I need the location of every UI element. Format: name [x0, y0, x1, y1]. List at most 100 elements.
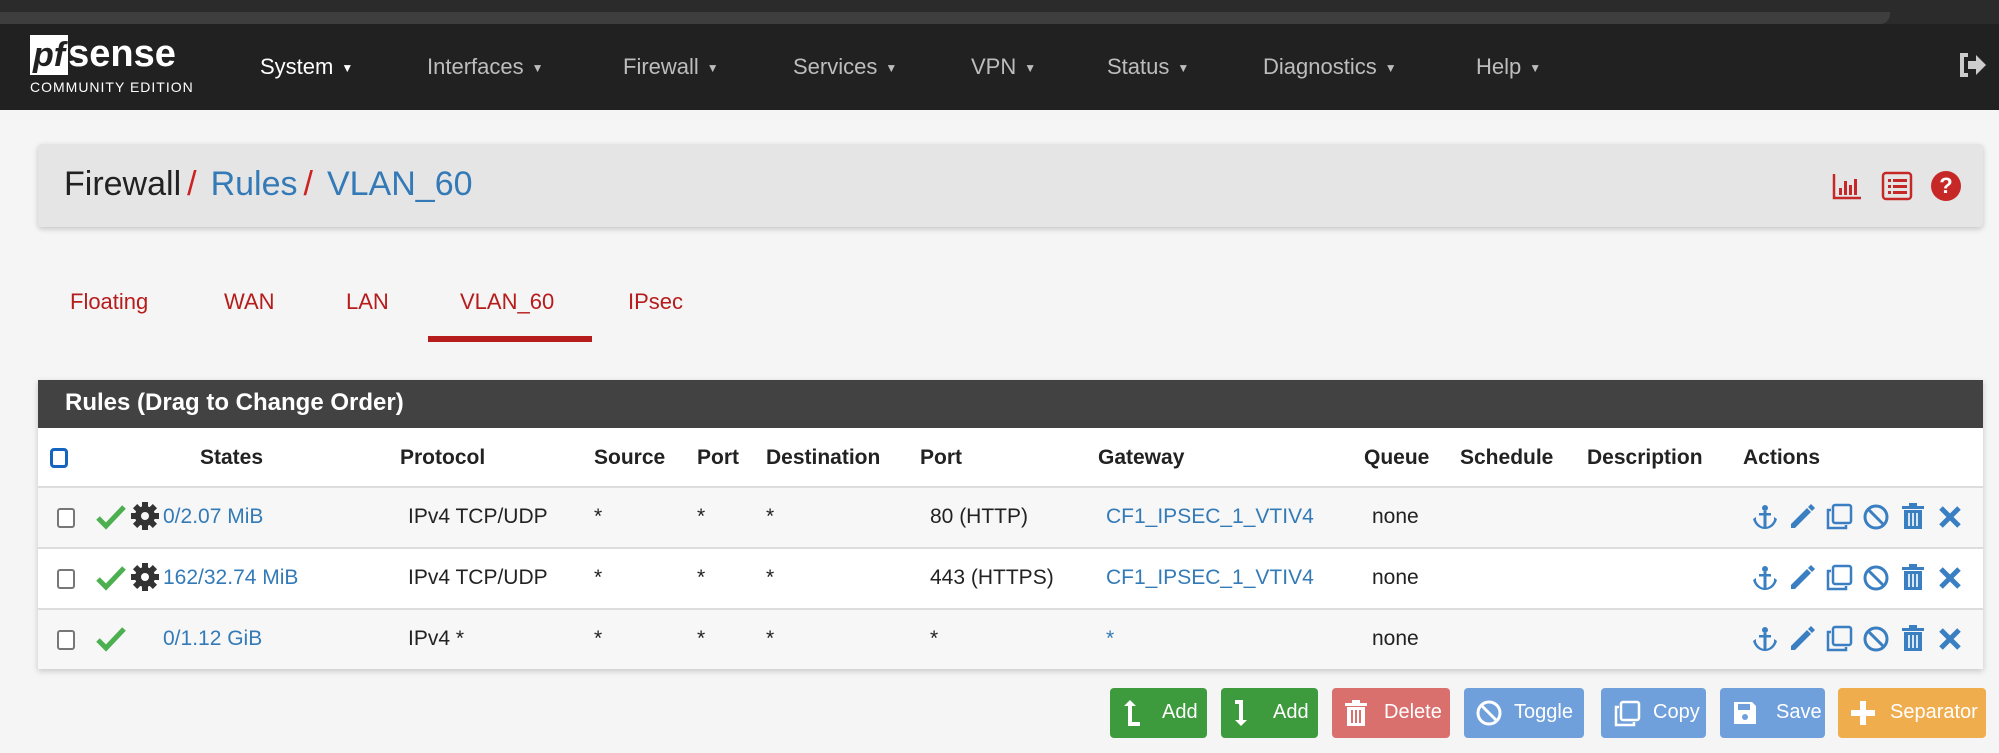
copy-icon[interactable] [1824, 624, 1854, 654]
button-label: Save [1776, 701, 1822, 723]
nav-label: Services [793, 54, 878, 79]
states-link[interactable]: 0/2.07 MiB [163, 505, 264, 528]
table-row[interactable]: 0/1.12 GiB IPv4 * * * * * * none [38, 608, 1983, 669]
dest-port-cell: 80 (HTTP) [930, 505, 1029, 528]
save-button[interactable]: Save [1720, 688, 1825, 738]
row-checkbox[interactable] [57, 508, 75, 528]
browser-strip [0, 12, 1890, 24]
caret-down-icon: ▼ [341, 61, 354, 76]
col-actions: Actions [1743, 446, 1821, 469]
delete-icon[interactable] [1898, 502, 1928, 532]
trash-icon [1345, 700, 1367, 726]
states-link[interactable]: 0/1.12 GiB [163, 627, 263, 650]
caret-down-icon: ▼ [531, 61, 544, 76]
table-row[interactable]: 0/2.07 MiB IPv4 TCP/UDP * * * 80 (HTTP) CF1_IP… [38, 486, 1983, 547]
copy-icon [1614, 700, 1641, 727]
navbar: pfsense COMMUNITY EDITION System ▼ Interf… [0, 24, 1999, 110]
col-destination: Destination [766, 446, 881, 469]
source-port-cell: * [697, 627, 706, 650]
button-label: Copy [1653, 701, 1700, 723]
rules-panel: Rules (Drag to Change Order) States Prot… [38, 380, 1983, 669]
tab-lan[interactable]: LAN [346, 289, 389, 314]
anchor-icon[interactable] [1750, 563, 1780, 593]
copy-icon[interactable] [1824, 563, 1854, 593]
nav-firewall[interactable]: Firewall ▼ [623, 54, 719, 80]
close-icon[interactable] [1935, 502, 1965, 532]
col-schedule: Schedule [1460, 446, 1554, 469]
nav-interfaces[interactable]: Interfaces ▼ [427, 54, 544, 80]
tab-ipsec[interactable]: IPsec [628, 289, 684, 314]
row-checkbox[interactable] [57, 569, 75, 589]
nav-status[interactable]: Status ▼ [1107, 54, 1189, 80]
disable-icon[interactable] [1861, 624, 1891, 654]
plus-icon [1851, 701, 1875, 725]
button-label: Delete [1384, 701, 1442, 723]
gateway-link[interactable]: CF1_IPSEC_1_VTIV4 [1106, 566, 1314, 589]
breadcrumb-rules[interactable]: Rules [210, 165, 298, 203]
logo-pf: pf [30, 35, 69, 75]
nav-diagnostics[interactable]: Diagnostics ▼ [1263, 54, 1397, 80]
breadcrumb-vlan60[interactable]: VLAN_60 [326, 165, 473, 203]
source-cell: * [594, 627, 603, 650]
breadcrumb-firewall: Firewall [64, 165, 182, 203]
button-label: Toggle [1514, 701, 1573, 723]
states-link[interactable]: 162/32.74 MiB [163, 566, 299, 589]
close-icon[interactable] [1935, 563, 1965, 593]
delete-button[interactable]: Delete [1332, 688, 1450, 738]
delete-icon[interactable] [1898, 563, 1928, 593]
queue-cell: none [1372, 627, 1419, 650]
logo-subtitle: COMMUNITY EDITION [30, 79, 194, 95]
row-checkbox[interactable] [57, 630, 75, 650]
nav-vpn[interactable]: VPN ▼ [971, 54, 1036, 80]
edit-icon[interactable] [1787, 502, 1817, 532]
pfsense-logo[interactable]: pfsense COMMUNITY EDITION [30, 34, 194, 95]
close-icon[interactable] [1935, 624, 1965, 654]
gateway-link[interactable]: CF1_IPSEC_1_VTIV4 [1106, 505, 1314, 528]
caret-down-icon: ▼ [706, 61, 719, 76]
bar-chart-icon[interactable] [1831, 170, 1863, 202]
gateway-link[interactable]: * [1106, 627, 1115, 650]
disable-icon[interactable] [1861, 563, 1891, 593]
toggle-button[interactable]: Toggle [1464, 688, 1584, 738]
edit-icon[interactable] [1787, 563, 1817, 593]
nav-label: Status [1107, 54, 1170, 79]
destination-cell: * [766, 627, 775, 650]
add-separator-button[interactable]: Separator [1838, 688, 1986, 738]
nav-label: Diagnostics [1263, 54, 1377, 79]
nav-help[interactable]: Help ▼ [1476, 54, 1541, 80]
anchor-icon[interactable] [1750, 624, 1780, 654]
add-top-button[interactable]: Add [1110, 688, 1207, 738]
source-cell: * [594, 505, 603, 528]
caret-down-icon: ▼ [1384, 61, 1397, 76]
copy-icon[interactable] [1824, 502, 1854, 532]
col-gateway: Gateway [1098, 446, 1185, 469]
nav-label: System [260, 54, 334, 79]
delete-icon[interactable] [1898, 624, 1928, 654]
tab-floating[interactable]: Floating [70, 289, 149, 314]
tab-vlan60[interactable]: VLAN_60 [460, 289, 555, 314]
pass-check-icon [96, 566, 126, 591]
select-all-checkbox[interactable] [50, 448, 68, 468]
tab-wan[interactable]: WAN [224, 289, 275, 314]
edit-icon[interactable] [1787, 624, 1817, 654]
source-port-cell: * [697, 505, 706, 528]
nav-services[interactable]: Services ▼ [793, 54, 897, 80]
browser-chrome [0, 0, 1999, 24]
dest-port-cell: * [930, 627, 939, 650]
nav-label: Interfaces [427, 54, 524, 79]
breadcrumb: Firewall / Rules / VLAN_60 [64, 165, 473, 204]
col-source: Source [594, 446, 666, 469]
col-dest-port: Port [920, 446, 962, 469]
list-icon[interactable] [1881, 170, 1913, 202]
anchor-icon[interactable] [1750, 502, 1780, 532]
add-bottom-button[interactable]: Add [1221, 688, 1318, 738]
sign-out-icon[interactable] [1957, 50, 1987, 80]
nav-system[interactable]: System ▼ [260, 54, 353, 80]
protocol-cell: IPv4 TCP/UDP [408, 505, 548, 528]
disable-icon[interactable] [1861, 502, 1891, 532]
table-row[interactable]: 162/32.74 MiB IPv4 TCP/UDP * * * 443 (HTTPS) C… [38, 547, 1983, 608]
copy-button[interactable]: Copy [1601, 688, 1706, 738]
breadcrumb-separator: / [187, 165, 197, 203]
breadcrumb-panel: Firewall / Rules / VLAN_60 ? [38, 144, 1983, 227]
help-icon[interactable]: ? [1930, 170, 1962, 202]
